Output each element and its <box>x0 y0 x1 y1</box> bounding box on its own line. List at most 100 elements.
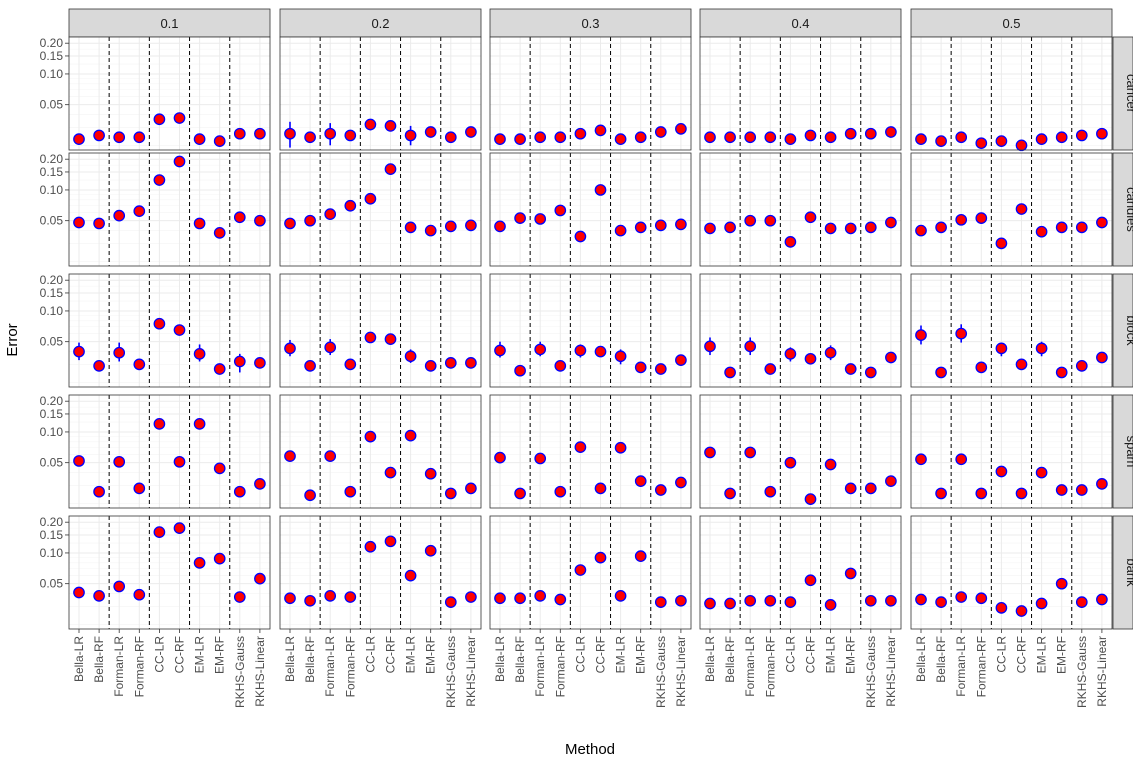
panel-border <box>279 515 482 630</box>
data-point <box>324 450 337 462</box>
data-point <box>173 112 186 124</box>
panel-border <box>489 515 692 630</box>
column-strip: 0.5 <box>910 8 1113 38</box>
data-point <box>73 216 85 229</box>
data-point <box>424 126 437 138</box>
x-tick-label: EM-RF <box>634 636 648 674</box>
data-point <box>384 163 397 175</box>
data-point <box>1055 131 1068 144</box>
facet-panel <box>68 394 271 509</box>
panel-border <box>489 273 692 388</box>
x-tick-label: Bella-LR <box>283 636 297 682</box>
column-strip-label: 0.1 <box>160 16 178 31</box>
row-strip-label: candles <box>1124 187 1133 232</box>
row-strip-box <box>1112 394 1133 509</box>
x-tick-label: RKHS-Gauss <box>444 636 458 708</box>
column-strip: 0.2 <box>279 8 482 38</box>
x-tick-label: CC-LR <box>994 636 1008 673</box>
data-point <box>744 214 757 227</box>
y-tick-label: 0.10 <box>40 67 64 81</box>
data-point <box>93 129 105 142</box>
data-point <box>935 366 947 379</box>
facet-panel <box>699 515 902 630</box>
data-point <box>73 455 85 467</box>
data-point <box>254 572 266 585</box>
data-point <box>364 430 377 443</box>
data-point <box>344 199 357 212</box>
x-tick-label: RKHS-Linear <box>674 636 688 707</box>
data-point <box>764 214 777 227</box>
data-point <box>744 340 757 353</box>
x-tick-label: RKHS-Gauss <box>233 636 247 708</box>
data-point <box>364 118 377 131</box>
strips-layer: 0.1 0.2 0.3 0.4 0.5 cancer candles block spam ban… <box>68 8 1133 630</box>
data-point <box>824 599 837 611</box>
data-point <box>133 131 146 144</box>
data-point <box>213 462 226 475</box>
data-point <box>113 455 126 468</box>
data-point <box>574 344 587 357</box>
data-point <box>213 552 226 565</box>
data-point <box>254 357 266 369</box>
data-point <box>955 131 968 144</box>
data-point <box>634 361 647 374</box>
data-point <box>254 478 266 490</box>
facet-panel <box>279 515 482 630</box>
y-tick-label: 0.05 <box>40 98 64 112</box>
y-axis-title: Error <box>4 323 21 356</box>
data-point <box>384 333 397 345</box>
data-point <box>193 418 206 430</box>
facet-panel <box>68 515 271 630</box>
data-point <box>133 482 146 495</box>
panel-border <box>68 394 271 509</box>
panel-border <box>279 394 482 509</box>
row-strip-label: cancer <box>1124 74 1133 114</box>
facet-panel <box>279 273 482 388</box>
x-tick-label: Forman-LR <box>954 636 968 697</box>
data-point <box>935 487 947 500</box>
data-point <box>465 591 477 603</box>
data-point <box>614 350 627 363</box>
data-point <box>1075 359 1088 372</box>
y-tick-label: 0.05 <box>40 456 64 470</box>
data-point <box>955 453 968 466</box>
data-point <box>304 214 316 227</box>
data-point <box>784 236 797 248</box>
y-tick-label: 0.10 <box>40 183 64 197</box>
data-point <box>404 221 417 234</box>
x-tick-label: CC-RF <box>384 636 398 673</box>
data-point <box>514 364 526 377</box>
data-point <box>744 131 757 144</box>
row-strip: spam <box>1112 394 1133 509</box>
panel-border <box>279 36 482 151</box>
x-tick-label: Bella-LR <box>493 636 507 682</box>
data-point <box>724 366 736 379</box>
data-point <box>364 540 377 553</box>
data-point <box>404 129 417 142</box>
data-point <box>995 601 1008 614</box>
y-tick-label: 0.20 <box>40 36 64 50</box>
data-point <box>213 227 226 239</box>
data-point <box>885 126 897 138</box>
row-strip: bank <box>1112 515 1133 630</box>
data-point <box>233 355 246 368</box>
panel-border <box>910 152 1113 267</box>
data-point <box>915 133 927 145</box>
data-point <box>324 127 337 140</box>
facet-panel <box>279 394 482 509</box>
data-point <box>284 592 296 605</box>
data-point <box>324 341 337 354</box>
x-tick-label: CC-LR <box>783 636 797 673</box>
x-tick-label: Forman-LR <box>743 636 757 697</box>
data-point <box>675 594 687 607</box>
row-strip: cancer <box>1112 36 1133 151</box>
panel-border <box>699 36 902 151</box>
data-point <box>93 217 105 230</box>
data-point <box>915 593 927 606</box>
x-tick-label: Bella-RF <box>934 636 948 683</box>
data-point <box>634 131 647 144</box>
data-point <box>804 129 817 142</box>
y-tick-label: 0.05 <box>40 577 64 591</box>
data-point <box>614 590 627 602</box>
data-point <box>784 596 797 608</box>
